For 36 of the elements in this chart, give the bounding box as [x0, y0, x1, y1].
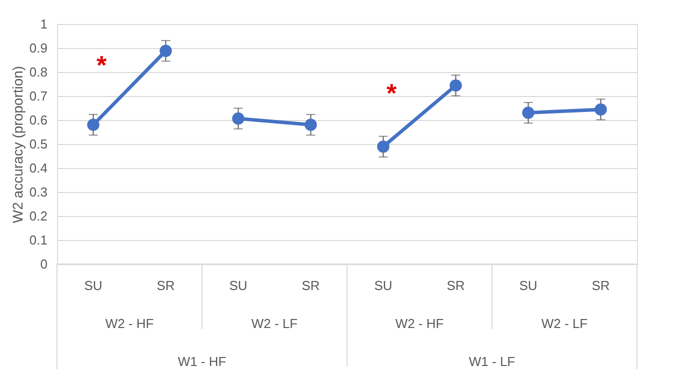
y-tick-label: 0.1 [29, 232, 48, 248]
y-tick-label: 0 [40, 256, 48, 272]
x-tick-label: SU [519, 278, 538, 293]
point [304, 118, 317, 131]
x-tick-label: SU [374, 278, 392, 293]
y-tick-label: 0.6 [29, 112, 48, 128]
point [522, 106, 534, 119]
point [377, 140, 390, 153]
point [87, 118, 100, 131]
text: W2 - HF [105, 316, 154, 331]
y-tick-label: 0.4 [29, 160, 48, 176]
annotation: * [96, 50, 108, 80]
x-tick-label: SU [229, 278, 248, 293]
x-tick-label: SR [592, 278, 610, 293]
text: W2 - HF [395, 316, 444, 331]
point [232, 112, 244, 125]
text: W1 - HF [178, 354, 226, 369]
point [450, 79, 462, 92]
y-tick-label: 1 [40, 16, 48, 32]
y-tick-label: 0.8 [29, 64, 48, 80]
x-tick-label: SR [156, 278, 175, 293]
y-tick-label: 0.9 [29, 40, 48, 56]
point [160, 44, 172, 57]
text: W2 - LF [251, 316, 298, 331]
y-tick-label: 0.3 [29, 184, 48, 200]
x-tick-label: SU [84, 278, 102, 293]
y-tick-label: 0.2 [29, 208, 48, 224]
text: W1 - LF [468, 354, 516, 369]
y-tick-label: 0.7 [29, 88, 48, 104]
x-tick-label: SR [446, 278, 465, 293]
annotation: * [386, 78, 398, 108]
text: W2 - LF [541, 316, 588, 331]
x-tick-label: SR [302, 278, 320, 293]
y-tick-label: 0.5 [29, 136, 48, 152]
y-axis-title: W2 accuracy (proportion) [9, 66, 26, 224]
point [594, 103, 607, 116]
